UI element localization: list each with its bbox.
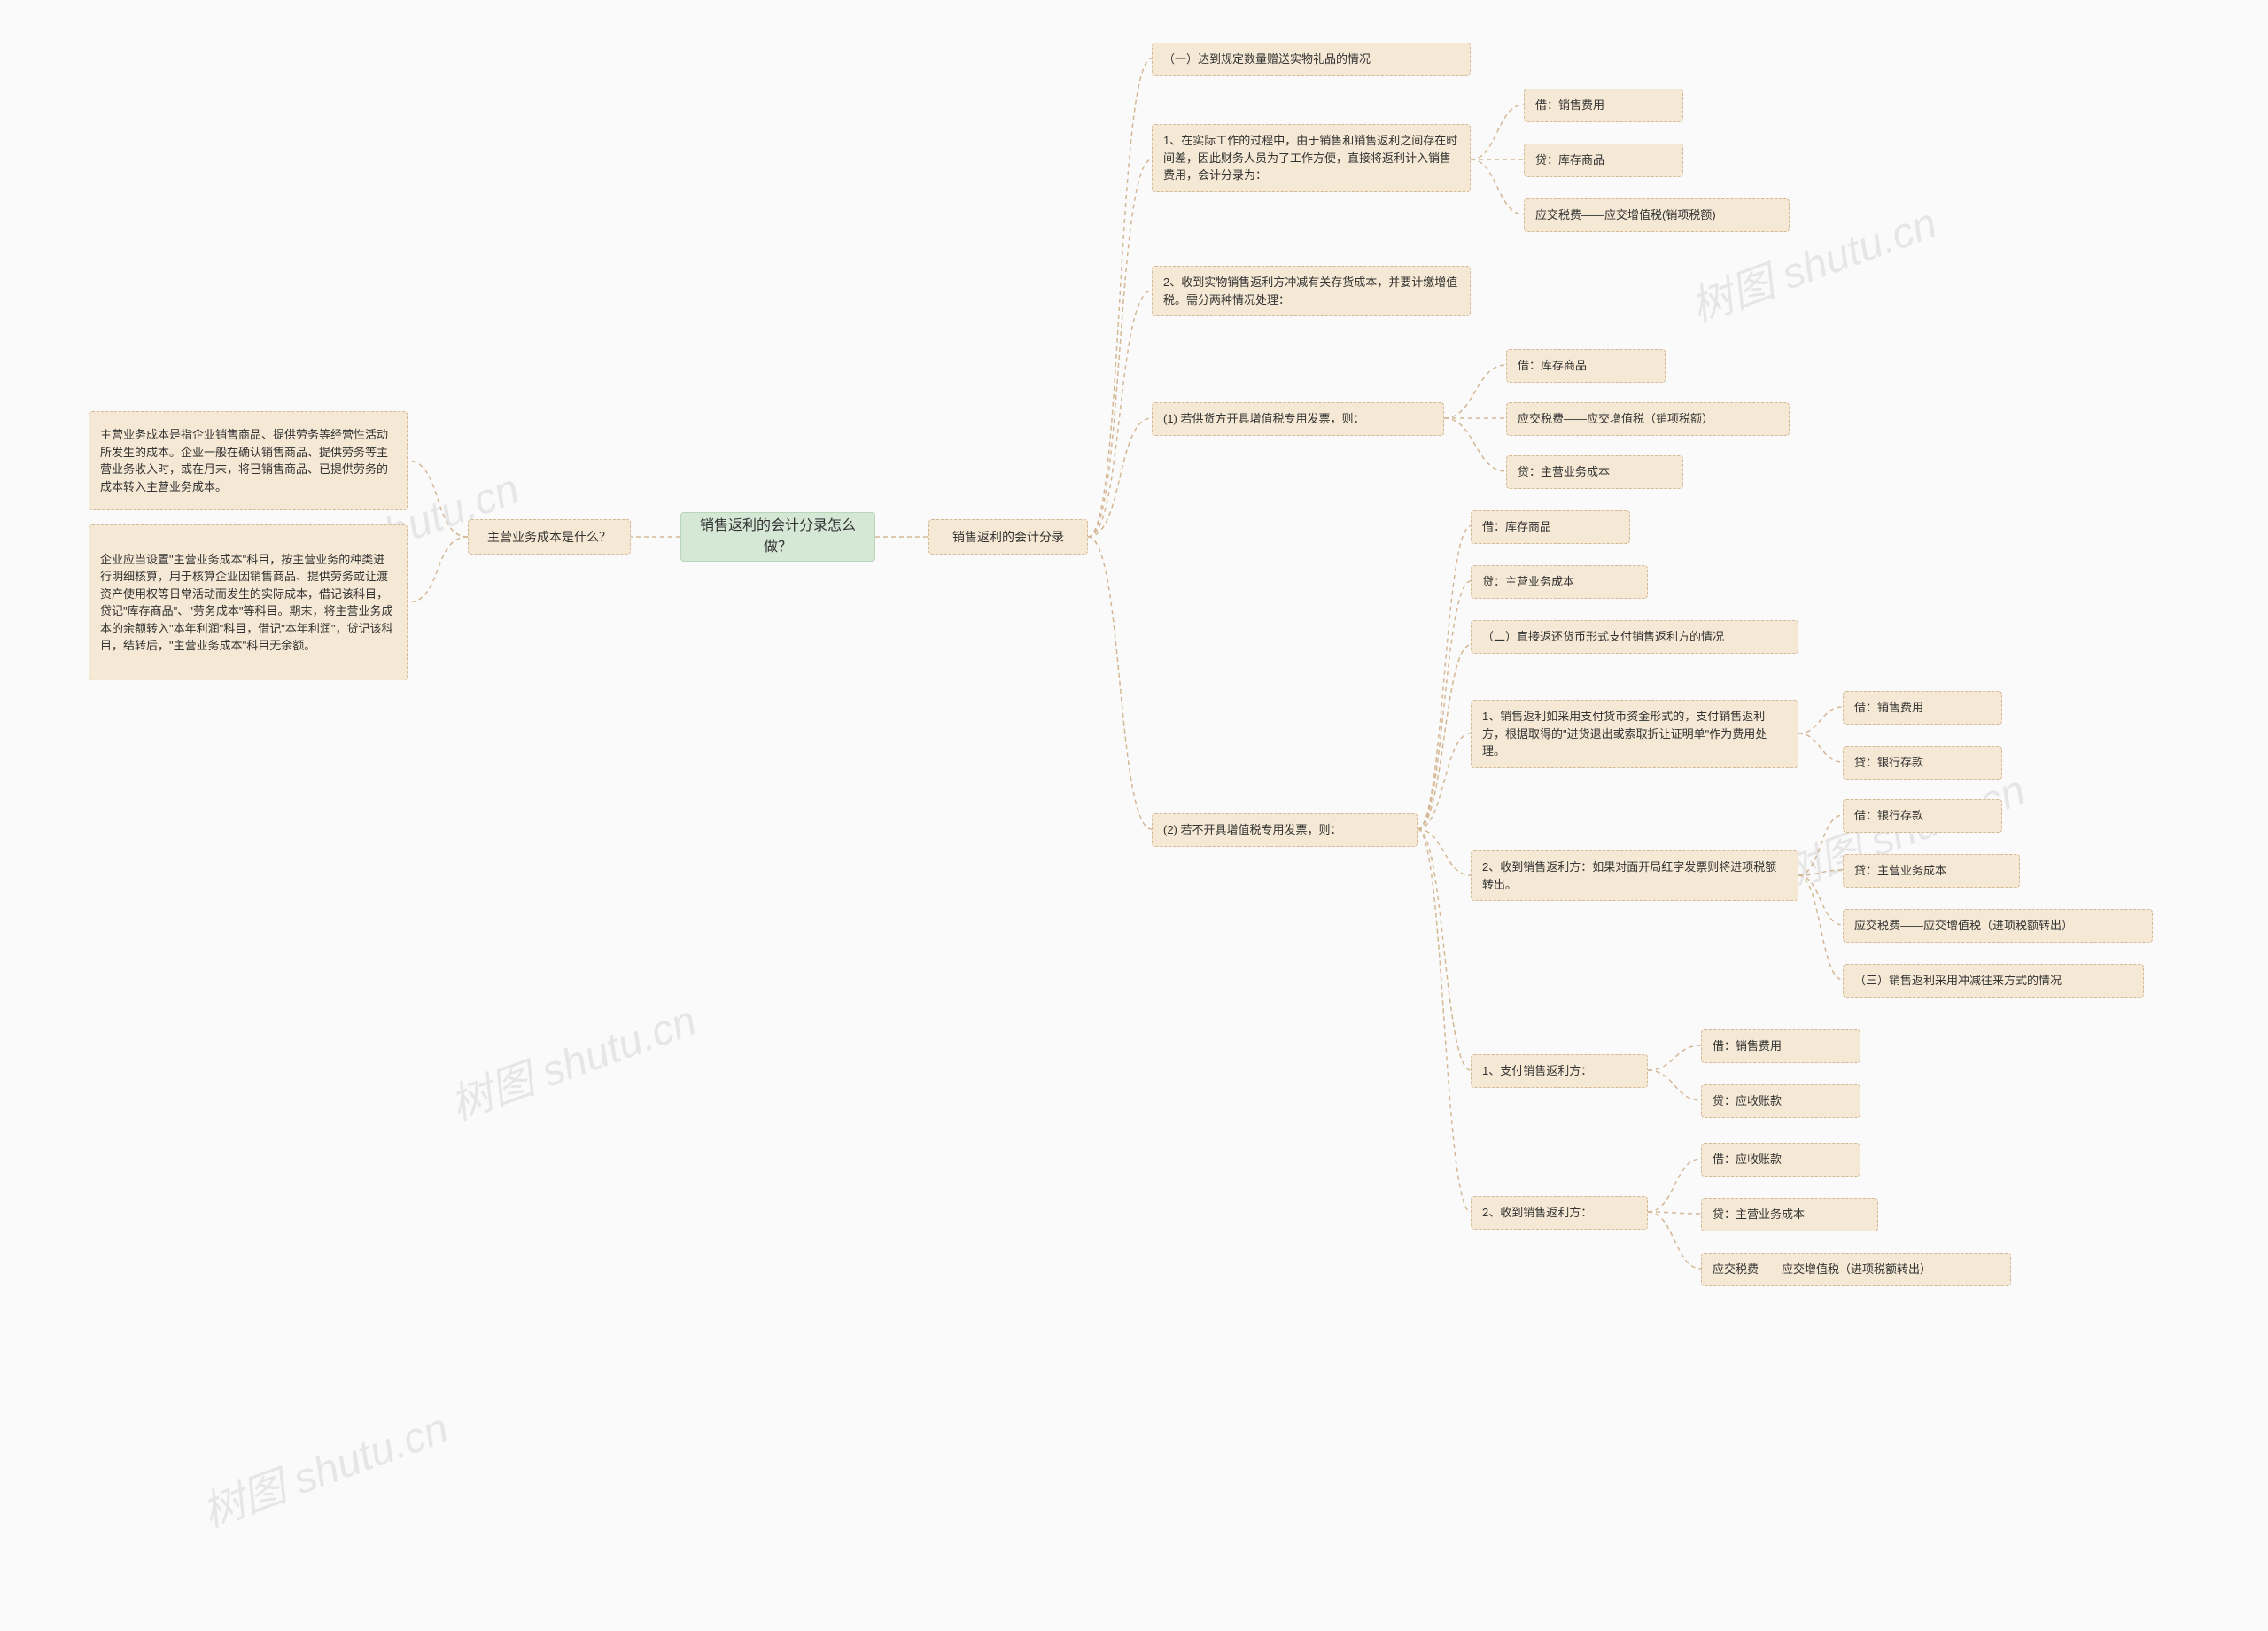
- case1-sub1-tax[interactable]: 应交税费——应交增值税（销项税额）: [1506, 402, 1790, 436]
- case1-sub1-debit[interactable]: 借：库存商品: [1506, 349, 1666, 383]
- case2-item1-debit[interactable]: 借：销售费用: [1843, 691, 2002, 725]
- case2-item2-credit[interactable]: 贷：主营业务成本: [1843, 854, 2020, 888]
- case3-item1[interactable]: 1、支付销售返利方：: [1471, 1054, 1648, 1088]
- case3-heading[interactable]: （三）销售返利采用冲减往来方式的情况: [1843, 964, 2144, 998]
- right-branch[interactable]: 销售返利的会计分录: [928, 519, 1088, 555]
- case1-sub1-credit[interactable]: 贷：主营业务成本: [1506, 455, 1683, 489]
- watermark: 树图 shutu.cn: [440, 985, 703, 1131]
- case3-item2[interactable]: 2、收到销售返利方：: [1471, 1196, 1648, 1230]
- case1-item1[interactable]: 1、在实际工作的过程中，由于销售和销售返利之间存在时间差，因此财务人员为了工作方…: [1152, 124, 1471, 192]
- case1-sub2[interactable]: (2) 若不开具增值税专用发票，则：: [1152, 813, 1418, 847]
- left-leaf-a[interactable]: 主营业务成本是指企业销售商品、提供劳务等经营性活动所发生的成本。企业一般在确认销…: [89, 411, 408, 510]
- case1-item2[interactable]: 2、收到实物销售返利方冲减有关存货成本，并要计缴增值税。需分两种情况处理：: [1152, 266, 1471, 316]
- case3-item2-tax[interactable]: 应交税费——应交增值税（进项税额转出）: [1701, 1253, 2011, 1286]
- case2-item2[interactable]: 2、收到销售返利方：如果对面开局红字发票则将进项税额转出。: [1471, 850, 1798, 901]
- case2-item2-debit[interactable]: 借：银行存款: [1843, 799, 2002, 833]
- case2-heading[interactable]: （二）直接返还货币形式支付销售返利方的情况: [1471, 620, 1798, 654]
- case3-item1-credit[interactable]: 贷：应收账款: [1701, 1084, 1860, 1118]
- case2-item1-credit[interactable]: 贷：银行存款: [1843, 746, 2002, 780]
- case3-item1-debit[interactable]: 借：销售费用: [1701, 1029, 1860, 1063]
- watermark: 树图 shutu.cn: [192, 1393, 455, 1539]
- case1-item1-tax[interactable]: 应交税费——应交增值税(销项税额): [1524, 198, 1790, 232]
- case1-heading[interactable]: （一）达到规定数量赠送实物礼品的情况: [1152, 43, 1471, 76]
- case3-item2-debit[interactable]: 借：应收账款: [1701, 1143, 1860, 1177]
- case1-item1-debit[interactable]: 借：销售费用: [1524, 89, 1683, 122]
- case3-item2-credit[interactable]: 贷：主营业务成本: [1701, 1198, 1878, 1231]
- case1-sub2-credit[interactable]: 贷：主营业务成本: [1471, 565, 1648, 599]
- left-leaf-b[interactable]: 企业应当设置"主营业务成本"科目，按主营业务的种类进行明细核算，用于核算企业因销…: [89, 524, 408, 680]
- root-node[interactable]: 销售返利的会计分录怎么做？: [680, 512, 875, 562]
- case2-item1[interactable]: 1、销售返利如采用支付货币资金形式的，支付销售返利方，根据取得的"进货退出或索取…: [1471, 700, 1798, 768]
- left-branch[interactable]: 主营业务成本是什么？: [468, 519, 631, 555]
- case1-item1-credit[interactable]: 贷：库存商品: [1524, 144, 1683, 177]
- case2-item2-tax[interactable]: 应交税费——应交增值税（进项税额转出）: [1843, 909, 2153, 943]
- case1-sub2-debit[interactable]: 借：库存商品: [1471, 510, 1630, 544]
- case1-sub1[interactable]: (1) 若供货方开具增值税专用发票，则：: [1152, 402, 1444, 436]
